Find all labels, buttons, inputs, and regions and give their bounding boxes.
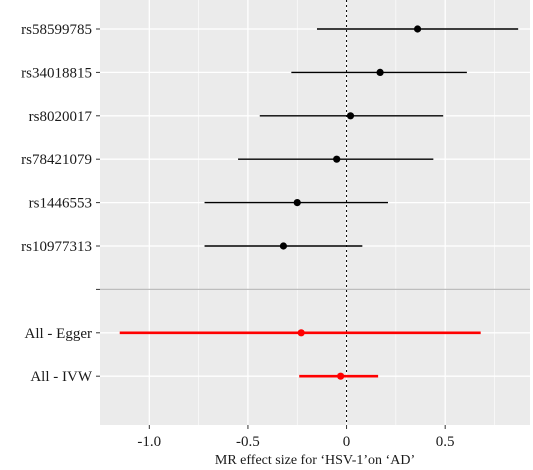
x-axis-ticks: -1.0 -0.5 0 0.5 [137,425,455,450]
point-estimate [293,199,301,207]
row-label: rs58599785 [21,22,92,38]
x-tick-label: -0.5 [236,434,260,450]
point-estimate [413,25,422,33]
row-label: All - Egger [25,326,92,342]
point-estimate [376,68,384,76]
x-tick-label: 0 [343,434,351,450]
row-label: rs1446553 [29,196,92,212]
row-label: rs10977313 [21,239,92,255]
point-estimate [337,372,345,380]
row-label: rs78421079 [21,152,92,168]
row-label: rs8020017 [29,109,93,125]
plot-panel [100,0,530,425]
y-axis-labels: rs58599785 rs34018815 rs8020017 rs78421079 r… [21,22,100,385]
point-estimate [346,112,355,120]
estimate-rows [100,25,530,380]
x-axis-title: MR effect size for ‘HSV-1’on ‘AD’ [215,453,415,468]
point-estimate [333,155,341,163]
point-estimate [279,242,288,250]
row-label: All - IVW [30,369,92,385]
x-tick-label: -1.0 [137,434,161,450]
point-estimate [297,329,305,337]
row-label: rs34018815 [21,65,92,81]
x-tick-label: 0.5 [436,434,455,450]
